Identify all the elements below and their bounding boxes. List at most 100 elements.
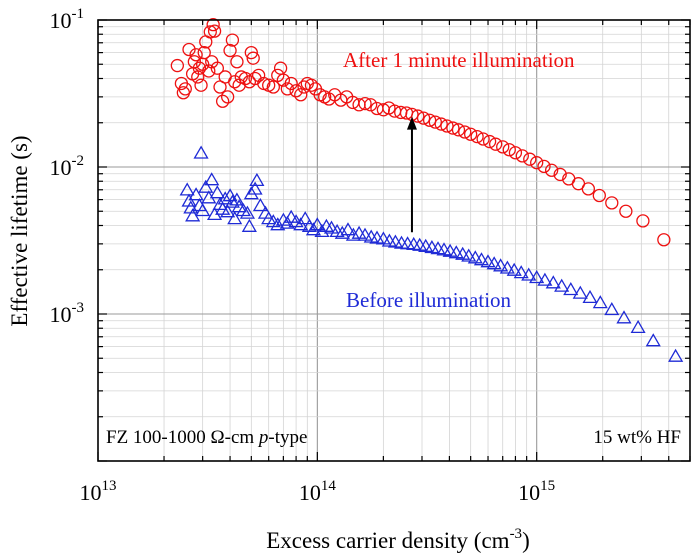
before-data-point [239,205,256,219]
before-data-point [572,285,588,299]
y-tick-base: 10 [50,8,72,33]
before-data-point [630,319,646,334]
after-data-point [619,204,633,218]
sample-prefix: FZ 100-1000 Ω-cm [106,427,259,448]
after-data-point [304,78,319,92]
y-tick-labels: 10-1 10-2 10-3 [50,6,85,327]
after-data-point [508,146,523,160]
after-data-point [464,127,478,141]
y-tick-exponent: -1 [72,6,85,22]
before-data-point [467,250,483,264]
after-data-point [189,48,203,62]
after-data-point [451,123,466,137]
before-data-point [309,217,325,231]
after-data-point [496,140,510,154]
after-data-point [244,45,258,60]
after-data-point [220,90,235,104]
sample-suffix: -type [268,427,307,448]
after-data-point [297,80,311,94]
x-tick-exponent: 13 [102,478,117,494]
before-data-point [357,227,373,241]
plot-frame [97,19,691,462]
after-data-point [294,88,308,102]
sample-description-label: FZ 100-1000 Ω-cm p-type [106,427,307,448]
before-data-point [243,186,259,200]
before-data-point [513,265,529,279]
before-data-point [224,194,240,208]
before-illumination-label: Before illumination [346,288,512,312]
before-data-point [645,333,661,347]
y-axis-label: Effective lifetime (s) [7,135,32,326]
before-data-point [480,254,496,268]
after-data-point [537,159,551,174]
after-data-point [170,58,184,73]
after-data-point [266,80,280,94]
x-axis-label-main: Excess carrier density (cm [266,528,509,553]
after-data-point [434,117,448,131]
x-tick-label: 1014 [299,478,337,505]
before-data-point [473,252,490,266]
after-data-point [223,43,237,58]
after-data-point [246,51,260,65]
before-data-point [231,199,247,213]
before-data-point [209,185,225,199]
after-data-point [515,149,529,163]
before-data-point [188,187,204,201]
before-data-point [529,269,545,284]
after-data-point [458,125,472,139]
after-data-point [210,61,224,75]
after-data-point [476,132,490,146]
x-tick-exponent: 14 [321,478,337,494]
x-axis-label-superscript: -3 [510,526,523,542]
before-data-point [179,182,195,196]
x-tick-label: 1013 [80,478,117,505]
sample-italic-p: p [257,427,269,448]
x-tick-labels: 1013 1014 1015 [80,478,556,505]
x-tick-label: 1015 [518,478,555,505]
before-data-point [486,256,502,270]
after-data-point [178,82,192,96]
x-tick-exponent: 15 [540,478,555,494]
before-data-point [448,245,464,259]
after-data-point [289,84,303,98]
before-data-point [235,202,251,217]
hf-concentration-label: 15 wt% HF [593,427,681,448]
after-data-point [488,137,503,151]
arrow-head [406,116,417,130]
before-data-point [204,172,220,186]
after-data-point [416,111,431,125]
after-data-point [225,33,240,47]
x-tick-base: 10 [299,480,321,505]
x-tick-base: 10 [80,480,102,505]
y-tick-label: 10-3 [50,300,85,327]
after-data-point [502,143,516,157]
before-data-point [198,179,214,193]
before-data-point [241,218,257,232]
before-data-point [249,172,265,187]
after-data-point [191,70,205,84]
after-data-point [428,115,442,129]
after-data-point [592,188,606,203]
after-illumination-label: After 1 minute illumination [343,48,575,72]
after-data-point [202,64,216,78]
before-data-point [521,267,537,281]
after-data-point [605,196,619,210]
before-data-point [193,145,209,159]
before-data-point [563,281,579,296]
before-data-point [195,202,211,217]
after-data-point [657,233,671,247]
after-data-point [203,25,217,39]
before-data-point [375,231,391,245]
after-data-point [215,94,230,108]
before-data-point [493,258,509,272]
after-data-point [636,214,650,228]
before-data-point [297,211,313,225]
after-data-point [482,134,497,149]
after-data-point [411,109,425,123]
before-data-point [220,204,236,218]
y-tick-label: 10-2 [50,153,85,180]
after-data-point [446,121,460,135]
after-data-point [192,61,207,75]
before-data-point [554,278,570,292]
